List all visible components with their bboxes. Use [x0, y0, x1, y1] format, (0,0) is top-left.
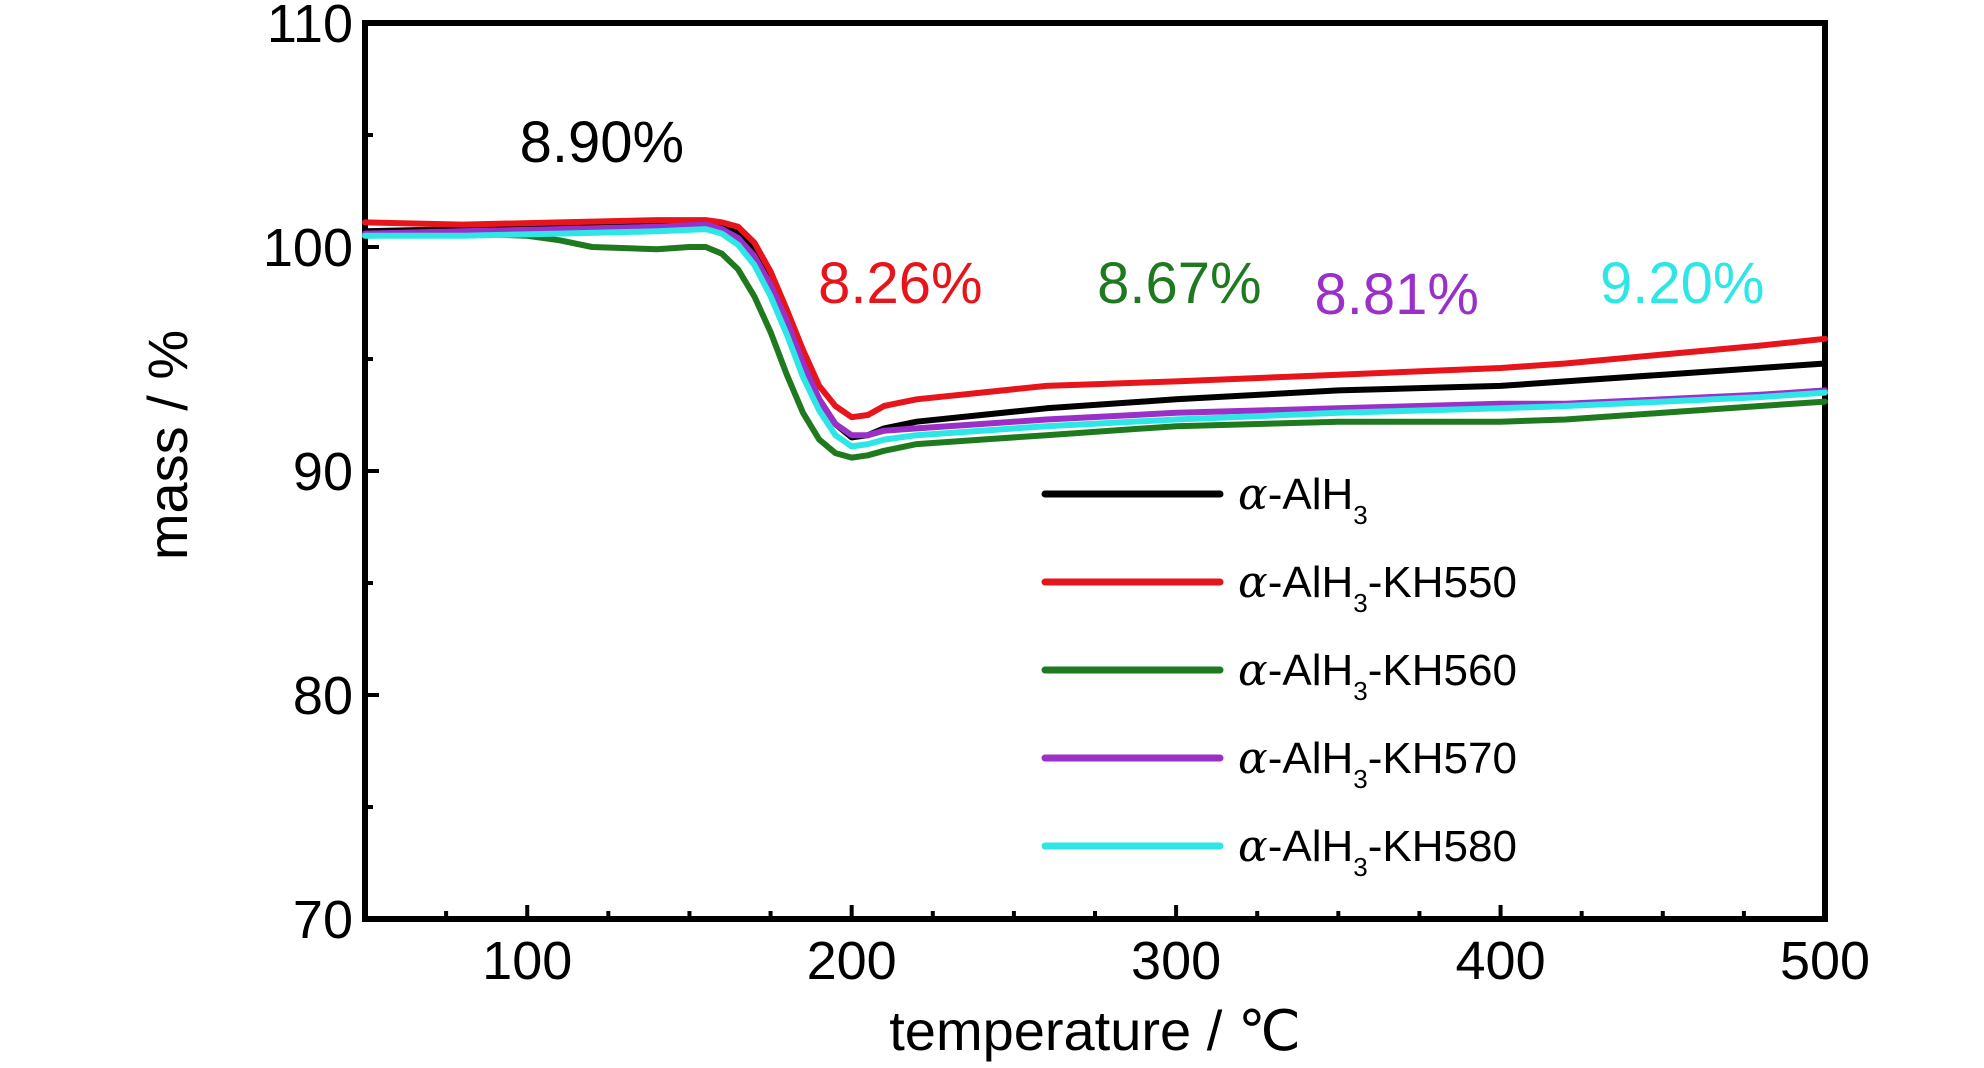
x-tick-label: 300 [1131, 931, 1221, 991]
x-tick-label: 500 [1780, 931, 1870, 991]
annotation-3: 8.67% [1097, 251, 1261, 316]
series-line-2 [362, 217, 1828, 421]
annotation-4: 8.81% [1314, 262, 1478, 327]
axis-ticks: 100 200 300 400 500 70 80 90 100 110 [263, 0, 1870, 991]
series-line-4 [362, 221, 1828, 439]
legend: α-AlH3 α-AlH3-KH550 α-AlH3-KH560 α-AlH3-KH5… [1041, 469, 1517, 882]
y-tick-label: 80 [293, 666, 353, 726]
annotation-5: 9.20% [1600, 251, 1764, 316]
y-tick-label: 110 [267, 0, 353, 54]
legend-label: α-AlH3-KH550 [1238, 557, 1517, 618]
annotation-2: 8.26% [818, 251, 982, 316]
legend-label: α-AlH3-KH560 [1238, 645, 1517, 706]
y-tick-label: 90 [293, 442, 353, 502]
y-tick-label: 100 [263, 218, 353, 278]
x-tick-label: 100 [482, 931, 572, 991]
x-axis-title: temperature / ℃ [889, 999, 1301, 1062]
legend-label: α-AlH3-KH580 [1238, 821, 1517, 882]
x-tick-label: 200 [807, 931, 897, 991]
y-tick-label: 70 [293, 890, 353, 950]
annotations: 8.90% 8.26% 8.67% 8.81% 9.20% [520, 110, 1765, 327]
legend-label: α-AlH3 [1238, 469, 1368, 530]
series-lines [362, 217, 1828, 461]
annotation-1: 8.90% [520, 110, 684, 175]
x-tick-label: 400 [1456, 931, 1546, 991]
series-line-5 [362, 226, 1828, 450]
legend-label: α-AlH3-KH570 [1238, 733, 1517, 794]
y-axis-title: mass / % [136, 330, 199, 560]
series-line-3 [362, 230, 1828, 461]
